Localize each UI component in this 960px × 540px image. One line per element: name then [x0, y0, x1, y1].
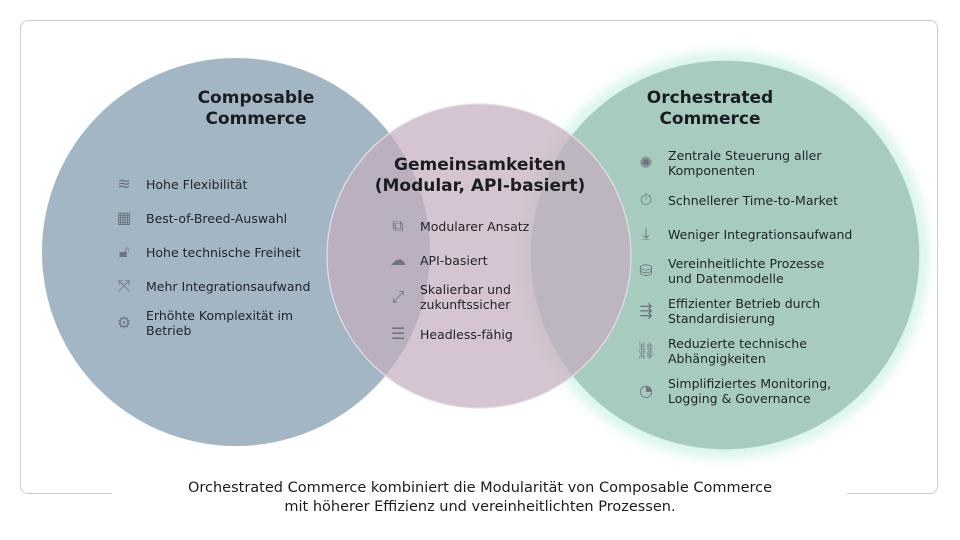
item-text-line1: Schnellerer Time-to-Market [668, 192, 839, 208]
server-icon: ☰ [390, 324, 406, 343]
orchestrated-list-item: ◔ Simplifiziertes Monitoring, Logging & Go… [634, 376, 852, 406]
common-circle [326, 103, 632, 409]
item-text: Weniger Integrationsaufwand [668, 227, 852, 242]
item-text-line1: Simplifiziertes Monitoring, [668, 376, 832, 391]
composable-title-line2: Commerce [205, 109, 307, 129]
item-text-line1: Best-of-Breed-Auswahl [146, 210, 288, 226]
orchestrated-list: ✺ Zentrale Steuerung aller Komponenten ⏱ Sch… [634, 148, 853, 416]
orchestrated-list-item: ✺ Zentrale Steuerung aller Komponenten [634, 148, 852, 178]
item-text: Reduzierte technische Abhängigkeiten [668, 336, 807, 366]
item-text: Skalierbar und zukunftssicher [420, 282, 511, 312]
orchestrated-list-item: ⛓ Reduzierte technische Abhängigkeiten [634, 336, 852, 366]
orchestrated-title-line2: Commerce [659, 109, 761, 129]
item-text: Erhöhte Komplexität im Betrieb [146, 308, 293, 338]
common-list-item: ⤢ Skalierbar und zukunftssicher [386, 282, 529, 312]
unlock-icon: 🔓︎ [118, 242, 130, 261]
common-list: ⧉ Modularer Ansatz ☁ API-basiert ⤢ Skalierbar… [386, 214, 529, 356]
item-text-line1: API-basiert [420, 252, 488, 268]
orchestrated-title-line1: Orchestrated [646, 88, 774, 108]
orchestrated-title: Orchestrated Commerce [620, 88, 800, 130]
item-text: Hohe technische Freiheit [146, 245, 301, 260]
hub-icon: ✺ [639, 153, 653, 172]
common-list-item: ☰ Headless-fähig [386, 322, 529, 346]
common-list-item: ⧉ Modularer Ansatz [386, 214, 529, 238]
item-text-line1: Hohe Flexibilität [146, 176, 248, 192]
orchestrated-list-item: ⏱ Schnellerer Time-to-Market [634, 188, 852, 212]
blocks-icon: ▦ [116, 208, 132, 227]
item-text-line2: zukunftssicher [420, 297, 511, 312]
item-text-line1: Effizienter Betrieb durch [668, 296, 821, 311]
composable-list-item: ⚙ Erhöhte Komplexität im Betrieb [112, 308, 310, 338]
item-text-line1: Mehr Integrationsaufwand [146, 278, 311, 294]
orchestrated-list-item: ⇶ Effizienter Betrieb durch Standardisieru… [634, 296, 852, 326]
arrows-right-icon: ⇶ [639, 301, 653, 320]
spring-icon: ≋ [117, 174, 131, 193]
stopwatch-icon: ⏱ [639, 190, 653, 209]
item-text: Vereinheitlichte Prozesse und Datenmodell… [668, 256, 824, 286]
item-text-line1: Weniger Integrationsaufwand [668, 226, 853, 242]
common-title: Gemeinsamkeiten (Modular, API-basiert) [360, 155, 600, 197]
caption-line1: Orchestrated Commerce kombiniert die Mod… [187, 480, 773, 496]
common-list-item: ☁ API-basiert [386, 248, 529, 272]
integration-down-icon: ⤓ [642, 224, 650, 243]
item-text: Effizienter Betrieb durch Standardisierun… [668, 296, 820, 326]
expand-arrows-icon: ⤢ [391, 287, 405, 306]
item-text: Mehr Integrationsaufwand [146, 279, 310, 294]
puzzle-icon: ⧉ [392, 216, 404, 235]
dashboard-icon: ◔ [639, 381, 653, 400]
item-text: Schnellerer Time-to-Market [668, 193, 838, 208]
item-text: Hohe Flexibilität [146, 177, 247, 192]
item-text-line1: Reduzierte technische [668, 336, 807, 351]
item-text-line1: Vereinheitlichte Prozesse [668, 256, 825, 271]
item-text-line2: Abhängigkeiten [668, 351, 766, 366]
item-text: Headless-fähig [420, 327, 513, 342]
frame-gap [112, 488, 847, 500]
composable-list: ≋ Hohe Flexibilität ▦ Best-of-Breed-Auswahl… [112, 172, 310, 348]
item-text-line1: Skalierbar und [420, 282, 511, 297]
composable-list-item: ⤧ Mehr Integrationsaufwand [112, 274, 311, 298]
gears-icon: ⚙ [116, 313, 132, 332]
item-text: Modularer Ansatz [420, 219, 529, 234]
orchestrated-list-item: ⤓ Weniger Integrationsaufwand [634, 222, 852, 246]
composable-list-item: 🔓︎ Hohe technische Freiheit [112, 240, 310, 264]
composable-title: Composable Commerce [156, 88, 356, 130]
item-text-line2: und Datenmodelle [668, 271, 784, 286]
caption-line2: mit höherer Effizienz und vereinheitlich… [284, 499, 676, 515]
cloud-api-icon: ☁ [390, 250, 406, 269]
orchestrated-list-item: ⛁ Vereinheitlichte Prozesse und Datenmodel… [634, 256, 852, 286]
item-text-line1: Zentrale Steuerung aller [668, 148, 822, 163]
composable-list-item: ≋ Hohe Flexibilität [112, 172, 310, 196]
item-text-line1: Hohe technische Freiheit [146, 244, 301, 260]
item-text: Best-of-Breed-Auswahl [146, 211, 287, 226]
item-text-line2: Logging & Governance [668, 391, 811, 406]
item-text-line1: Headless-fähig [420, 326, 513, 342]
database-cycle-icon: ⛁ [639, 261, 653, 280]
composable-list-item: ▦ Best-of-Breed-Auswahl [112, 206, 310, 230]
item-text-line2: Betrieb [146, 323, 192, 338]
common-title-line1: Gemeinsamkeiten [394, 155, 566, 175]
item-text: Zentrale Steuerung aller Komponenten [668, 148, 821, 178]
item-text: Simplifiziertes Monitoring, Logging & Gov… [668, 376, 831, 406]
item-text-line2: Komponenten [668, 163, 756, 178]
caption: Orchestrated Commerce kombiniert die Mod… [100, 479, 860, 517]
branching-arrows-icon: ⤧ [117, 276, 131, 295]
item-text-line2: Standardisierung [668, 311, 775, 326]
item-text-line1: Modularer Ansatz [420, 218, 530, 234]
common-title-line2: (Modular, API-basiert) [374, 176, 586, 196]
composable-circle [42, 58, 430, 446]
item-text: API-basiert [420, 253, 488, 268]
broken-link-icon: ⛓ [635, 341, 657, 360]
composable-title-line1: Composable [197, 88, 315, 108]
item-text-line1: Erhöhte Komplexität im [146, 308, 294, 323]
